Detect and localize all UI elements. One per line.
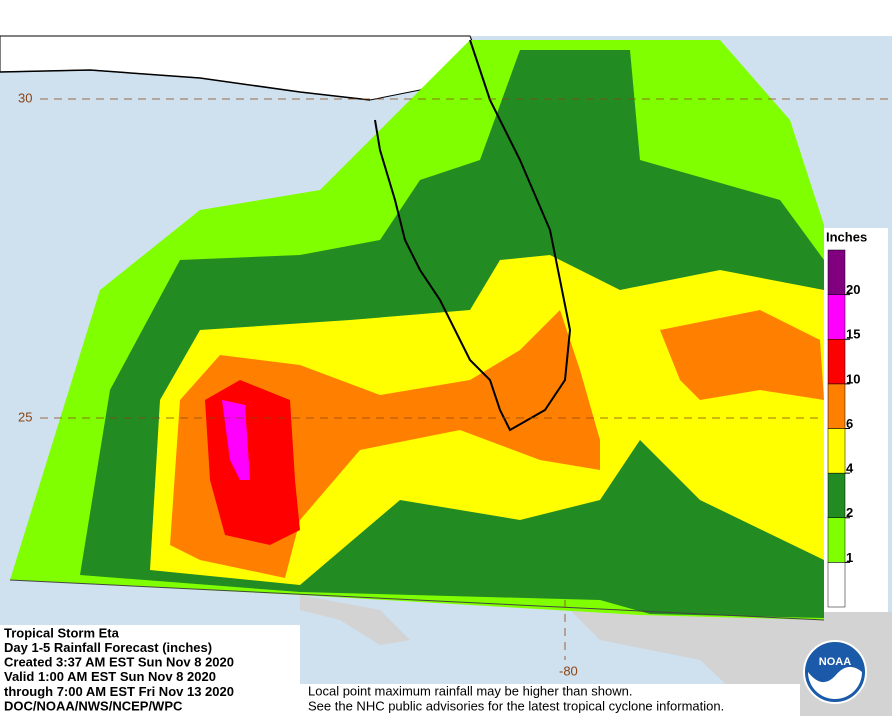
florida-coast <box>374 39 572 432</box>
gulf-coast <box>0 69 371 101</box>
legend-label: 20 <box>846 282 860 297</box>
latitude-label: 25 <box>18 409 32 424</box>
rain-6-10 <box>660 310 824 400</box>
caption-line: Created 3:37 AM EST Sun Nov 8 2020 <box>4 655 234 670</box>
notes-box <box>300 684 800 716</box>
note-line: See the NHC public advisories for the la… <box>308 698 724 713</box>
note-line: Local point maximum rainfall may be high… <box>308 683 632 698</box>
longitude-label: -80 <box>559 663 578 678</box>
legend-label: 4 <box>846 461 854 476</box>
rain-15-20 <box>222 400 250 480</box>
legend-label: 15 <box>846 327 860 342</box>
frame-top <box>0 0 892 36</box>
legend-label: 2 <box>846 505 853 520</box>
legend-swatch <box>827 472 846 518</box>
legend-swatch <box>827 562 846 608</box>
caption-line: Valid 1:00 AM EST Sun Nov 8 2020 <box>4 669 216 684</box>
logo-wave <box>808 666 862 699</box>
caption-line: Day 1-5 Rainfall Forecast (inches) <box>4 640 212 655</box>
legend-title: Inches <box>826 229 867 244</box>
legend-swatch <box>827 428 846 474</box>
legend-label: 10 <box>846 371 860 386</box>
latitude-label: 30 <box>18 90 32 105</box>
legend-swatch <box>827 249 846 295</box>
caption-line: Tropical Storm Eta <box>4 625 120 640</box>
legend-swatch <box>827 383 846 429</box>
legend-label: 6 <box>846 416 853 431</box>
legend-label: 1 <box>846 550 853 565</box>
legend-swatch <box>827 294 846 340</box>
legend-swatch <box>827 339 846 385</box>
caption-box <box>0 625 300 716</box>
domain-edge <box>9 579 825 621</box>
yucatan-land <box>300 595 410 645</box>
legend-swatch <box>827 517 846 563</box>
caption-line: DOC/NOAA/NWS/NCEP/WPC <box>4 698 183 713</box>
logo-text: NOAA <box>819 656 851 668</box>
caption-line: through 7:00 AM EST Fri Nov 13 2020 <box>4 684 234 699</box>
